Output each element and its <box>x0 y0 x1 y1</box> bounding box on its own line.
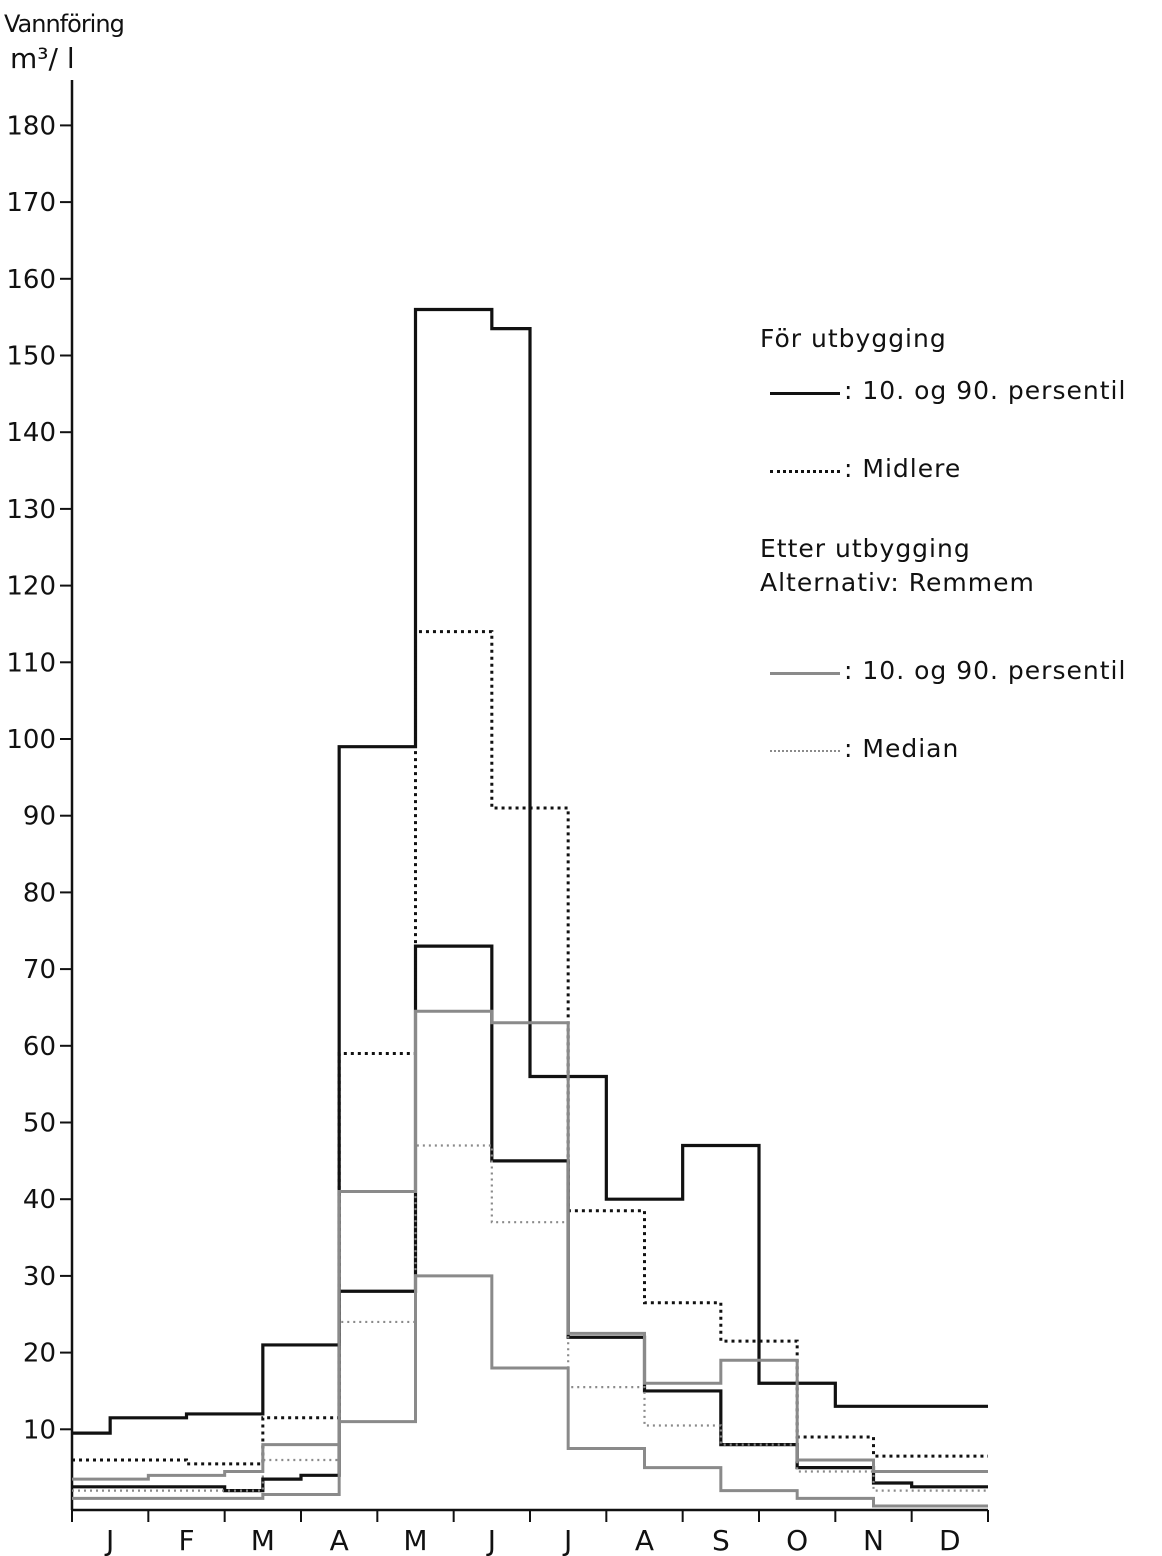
legend-item-after-median: : Median <box>760 734 1160 774</box>
y-tick-label: 120 <box>6 572 56 602</box>
y-tick-label: 100 <box>6 725 56 755</box>
legend-text-fore-mean: : Midlere <box>844 454 961 483</box>
series-line-etter-solid-3 <box>72 1009 988 1481</box>
legend-swatch-dotted-grey <box>770 750 840 752</box>
legend-swatch-solid-grey <box>770 672 840 675</box>
y-tick-label: 70 <box>23 955 56 985</box>
x-tick-label: N <box>863 1524 884 1556</box>
x-tick-label: D <box>939 1524 961 1556</box>
legend-group2-title-line2: Alternativ: Remmem <box>760 568 1035 597</box>
x-tick-label: J <box>486 1524 496 1556</box>
x-tick-label: A <box>635 1524 654 1556</box>
y-tick-label: 90 <box>23 802 56 832</box>
legend-colon: : <box>844 376 854 405</box>
legend-text-after-median: : Median <box>844 734 959 763</box>
series-layer <box>72 307 988 1508</box>
legend-item-after-percentile: : 10. og 90. persentil <box>760 656 1160 696</box>
legend-text-fore-percentile: : 10. og 90. persentil <box>844 376 1126 405</box>
legend: För utbygging : 10. og 90. persentil : M… <box>760 322 1160 812</box>
y-tick-label: 160 <box>6 265 56 295</box>
series-line-etter-solid-4 <box>72 1274 988 1508</box>
legend-group1-title: För utbygging <box>760 324 947 353</box>
y-tick-label: 170 <box>6 188 56 218</box>
series-line-för-solid-1 <box>72 944 988 1493</box>
y-tick-label: 50 <box>23 1109 56 1139</box>
legend-colon: : <box>844 454 854 483</box>
series-line-etter-dotted-5 <box>72 1144 988 1492</box>
series-line-för-solid-0 <box>72 307 988 1435</box>
y-tick-label: 180 <box>6 111 56 141</box>
x-tick-label: F <box>178 1524 194 1556</box>
x-tick-label: S <box>712 1524 730 1556</box>
y-axis-label-line1: Vannföring <box>4 10 125 38</box>
y-tick-label: 10 <box>23 1415 56 1445</box>
y-tick-label: 80 <box>23 878 56 908</box>
y-tick-label: 140 <box>6 418 56 448</box>
y-tick-label: 60 <box>23 1032 56 1062</box>
x-tick-label: M <box>251 1524 275 1556</box>
y-tick-label: 40 <box>23 1185 56 1215</box>
legend-label-after-percentile: 10. og 90. persentil <box>862 656 1127 685</box>
legend-swatch-solid-black <box>770 392 840 395</box>
series-line-för-dotted-2 <box>72 630 988 1466</box>
legend-item-fore-mean: : Midlere <box>760 454 1160 494</box>
legend-label-fore-percentile: 10. og 90. persentil <box>862 376 1127 405</box>
x-tick-label: J <box>104 1524 114 1556</box>
y-tick-label: 20 <box>23 1339 56 1369</box>
legend-item-fore-percentile: : 10. og 90. persentil <box>760 376 1160 416</box>
y-tick-label: 30 <box>23 1262 56 1292</box>
x-tick-label: A <box>330 1524 349 1556</box>
legend-group2-title-line1: Etter utbygging <box>760 534 971 563</box>
legend-colon: : <box>844 734 854 763</box>
y-axis-label-line2: m³/ l <box>10 42 75 75</box>
legend-label-fore-mean: Midlere <box>862 454 962 483</box>
legend-swatch-dotted-black <box>770 470 840 473</box>
legend-colon: : <box>844 656 854 685</box>
y-tick-label: 130 <box>6 495 56 525</box>
x-tick-label: O <box>786 1524 808 1556</box>
x-tick-label: M <box>403 1524 427 1556</box>
y-tick-label: 150 <box>6 342 56 372</box>
axes: 10 20 30 40 50 60 70 80 90 100 110 120 130 140 150 160 1… <box>6 80 989 1556</box>
legend-label-after-median: Median <box>862 734 960 763</box>
x-tick-label: J <box>562 1524 572 1556</box>
y-tick-label: 110 <box>6 648 56 678</box>
legend-text-after-percentile: : 10. og 90. persentil <box>844 656 1126 685</box>
